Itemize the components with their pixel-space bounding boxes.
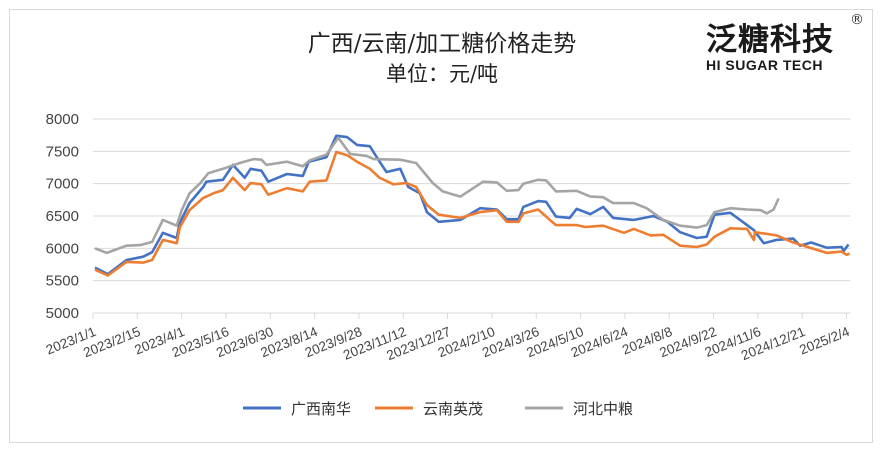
y-tick-label: 8000 [46,111,79,128]
chart-frame [9,9,873,443]
chart-title: 广西/云南/加工糖价格走势 [307,31,577,57]
legend-label: 云南英茂 [423,400,483,418]
registered-mark: ® [850,12,864,28]
chart-subtitle: 单位：元/吨 [385,62,499,86]
series-line-3 [94,136,780,255]
y-tick-label: 5500 [46,273,79,290]
legend-label: 广西南华 [291,400,351,418]
series-line-2 [94,150,851,277]
y-tick-label: 7500 [46,143,79,160]
y-tick-label: 6500 [46,208,79,225]
x-tick-label: 2025/2/4 [797,324,852,358]
y-tick-label: 6000 [46,240,79,257]
y-tick-label: 7000 [46,176,79,193]
logo-cn: 泛糖科技 [706,22,834,58]
y-tick-label: 5000 [46,305,79,322]
series-line-1 [94,134,850,276]
legend-label: 河北中粮 [573,400,633,418]
logo: 泛糖科技 HI SUGAR TECH ® [706,12,866,73]
logo-en: HI SUGAR TECH [706,57,823,73]
